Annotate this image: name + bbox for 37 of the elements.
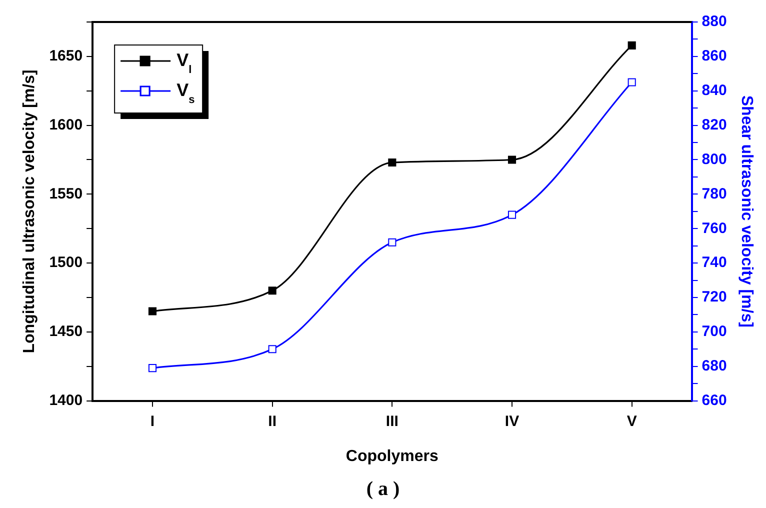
y-tick-label: 1450 <box>49 323 83 340</box>
x-tick-label: III <box>386 412 398 430</box>
y-tick-label: 1550 <box>49 185 83 202</box>
x-axis-title: Copolymers <box>346 448 439 465</box>
y-tick-label: 1500 <box>49 254 83 272</box>
point <box>508 210 516 219</box>
x-tick-label: IV <box>504 412 520 430</box>
point <box>628 41 636 50</box>
y-tick-label: 1650 <box>49 48 83 65</box>
y2-tick-label: 860 <box>702 48 727 65</box>
x-tick-label: I <box>150 412 155 430</box>
point <box>388 238 396 246</box>
y2-tick-label: 760 <box>702 220 727 237</box>
x-tick-label: V <box>626 412 637 430</box>
y2-tick-label: 700 <box>702 323 727 340</box>
y2-tick-label: 680 <box>702 358 727 375</box>
y2-tick-label: 840 <box>702 82 727 100</box>
point <box>268 345 276 354</box>
y2-tick-label: 660 <box>702 392 727 409</box>
text: ( a ) <box>365 478 401 501</box>
y2-tick-label: 780 <box>702 185 727 202</box>
point <box>628 78 636 86</box>
y-tick-label: 1600 <box>49 116 83 134</box>
x-tick-label: II <box>268 412 276 430</box>
y2-tick-label: 740 <box>702 254 727 272</box>
y2-tick-label: 720 <box>702 288 727 306</box>
point <box>268 286 276 295</box>
y-axis-title: Longitudinal ultrasonic velocity [m/s] <box>21 70 38 354</box>
y2-tick-label: 880 <box>702 13 727 30</box>
y2-tick-label: 820 <box>702 116 727 134</box>
y2-axis-title: Shear ultrasonic velocity [m/s] <box>738 95 755 328</box>
point <box>508 156 516 164</box>
point <box>148 364 157 372</box>
y-tick-label: 1400 <box>49 392 83 409</box>
point <box>148 307 157 316</box>
point <box>388 158 396 167</box>
y2-tick-label: 800 <box>702 150 727 168</box>
